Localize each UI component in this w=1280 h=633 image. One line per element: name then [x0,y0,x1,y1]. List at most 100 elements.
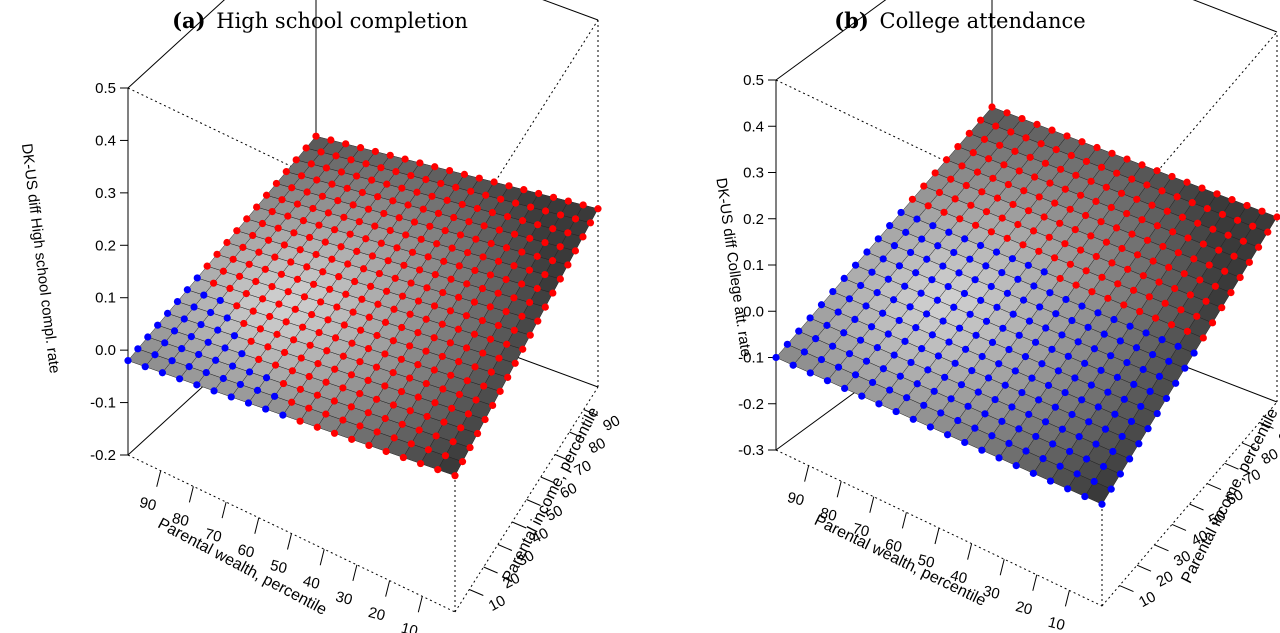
panel-b-data-point [1084,323,1092,331]
panel-b-data-point [1177,306,1185,314]
panel-a-data-point [406,310,414,318]
panel-b-data-point [1051,199,1059,207]
panel-a-y-tick-label: 90 [600,412,623,435]
panel-b-data-point [1088,288,1096,296]
panel-a-data-point [448,244,456,252]
panel-a-data-point [272,179,281,188]
panel-b-x-tick-label: 90 [786,489,806,510]
panel-b-z-tick-label: -0.3 [738,442,764,459]
panel-b-data-point [856,336,865,344]
panel-a-data-point [348,339,356,347]
panel-b-data-point [992,248,1001,256]
panel-b-data-point [1143,181,1151,189]
panel-a-data-point [381,414,389,423]
panel-b-data-point [1019,296,1028,304]
panel-b-data-point [1082,455,1091,463]
panel-a-data-point [488,208,496,217]
panel-a-data-point [471,266,479,275]
panel-a-data-point [364,409,372,417]
panel-a-data-point [216,296,224,305]
panel-b-data-point [1133,195,1141,203]
panel-a-data-point [290,229,298,237]
panel-a-data-point [359,265,368,273]
panel-a-data-point [534,221,542,229]
panel-b-y-tick-mark [1224,462,1239,470]
panel-a-data-point [279,379,288,388]
panel-a-y-tick-label: 80 [586,435,609,458]
panel-b-data-point [1097,218,1105,226]
panel-b-data-point [1158,187,1166,195]
panel-a-data-point [462,312,471,320]
panel-b-data-point [828,342,837,350]
panel-b-z-tick-label: 0.3 [743,165,764,182]
panel-a-data-point [264,236,273,244]
panel-a-data-point [349,201,357,209]
panel-b-data-point [917,289,925,297]
panel-b-data-point [1025,317,1034,325]
panel-b-data-point [999,324,1007,332]
panel-b-data-point [895,316,903,325]
panel-b-data-point [1049,440,1057,448]
panel-a-data-point [258,219,267,228]
panel-a-data-point [472,235,480,243]
panel-b-data-point [951,359,959,367]
panel-a-z-tick-label: 0.3 [95,185,116,202]
panel-a-data-point [358,188,366,197]
panel-a-y-tick-mark [569,431,584,439]
panel-a-data-point [466,443,474,452]
panel-b-x-tick-mark [967,543,973,560]
panel-b-data-point [954,142,962,151]
panel-b-data-point [978,188,986,196]
panel-a-data-point [348,435,356,443]
panel-b-data-point [1090,345,1099,353]
panel-b-data-point [918,235,926,243]
panel-a-data-point [321,238,329,246]
panel-a-data-point [296,385,305,393]
panel-b-z-ticks: -0.3 -0.2 -0.1 0.0 0.1 0.2 0.3 0.4 0.5 [738,72,776,459]
panel-b-data-point [1014,220,1022,229]
panel-a-data-point [173,297,182,306]
panel-a-data-point [430,366,438,374]
panel-a-x-tick-label: 80 [170,510,190,531]
panel-b-data-point [1044,381,1053,389]
panel-a-data-point [317,148,325,156]
panel-b-data-point [901,282,909,290]
panel-b-data-point [1111,410,1119,418]
panel-a-data-point [322,164,330,172]
panel-a-y-tick-mark [483,566,498,574]
panel-a-data-point [401,155,409,163]
panel-b-data-point [1239,237,1247,245]
panel-a-data-point [494,257,503,265]
panel-a-x-tick-label: 70 [203,525,223,546]
panel-b-data-point [1169,228,1177,236]
panel-a-data-point [303,263,311,271]
panel-b-data-point [1149,257,1157,265]
panel-b-data-point [1199,240,1207,248]
panel-a-data-point [368,252,377,260]
panel-b-data-point [1129,286,1138,294]
panel-a-z-axis-label: DK-US diff High school compl. rate [18,143,63,375]
panel-a-y-tick-label: 30 [514,547,537,570]
panel-b-data-point [1093,143,1101,152]
panel-b-data-point [1066,447,1074,456]
panel-b-data-point [1128,230,1136,238]
panel-a-x-ticks: 10 20 30 40 50 60 70 80 90 [138,470,423,633]
panel-b-data-point [1021,353,1030,361]
panel-a-data-point [445,166,454,175]
panel-b-data-point [890,242,899,250]
panel-a-data-point [322,378,330,386]
panel-b-data-point [817,301,826,309]
panel-b-data-point [1077,191,1085,199]
panel-a-data-point [202,368,210,377]
panel-b-data-point [1037,140,1045,148]
panel-a-data-point [433,240,441,248]
panel-a-data-point [364,205,373,213]
panel-a-data-point [450,213,458,222]
panel-a-data-point [416,459,425,468]
panel-a-data-point [284,288,292,296]
panel-a-x-tick-mark [156,470,162,487]
panel-a-data-point [331,334,340,342]
panel-b-data-point [988,432,996,440]
panel-a-data-point [297,172,306,180]
panel-b-data-point [939,262,947,270]
